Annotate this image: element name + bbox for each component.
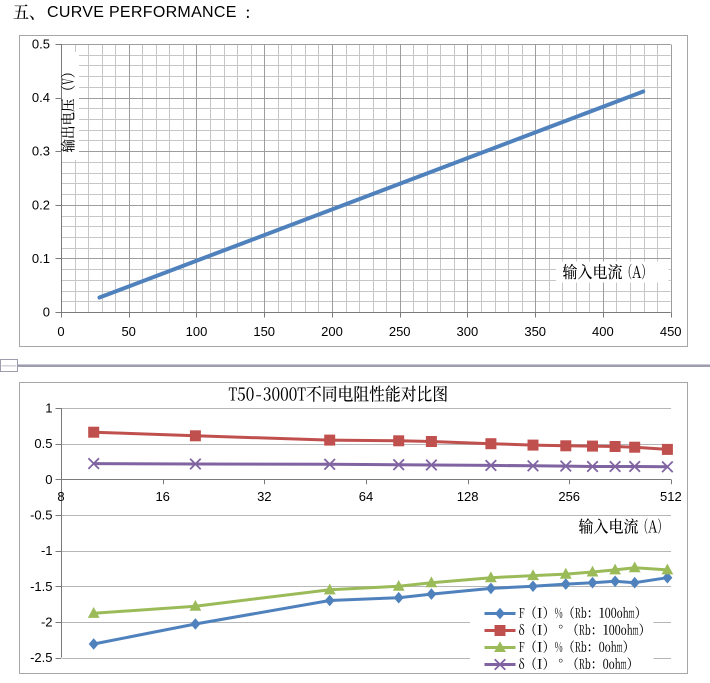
svg-text:250: 250 <box>389 324 411 339</box>
svg-text:32: 32 <box>257 489 271 504</box>
svg-text:512: 512 <box>660 489 682 504</box>
svg-text:450: 450 <box>660 324 682 339</box>
svg-text:0.4: 0.4 <box>32 90 50 105</box>
svg-text:8: 8 <box>57 489 64 504</box>
svg-text:0.2: 0.2 <box>32 197 50 212</box>
svg-text:0.1: 0.1 <box>32 251 50 266</box>
svg-text:256: 256 <box>558 489 580 504</box>
svg-text:100: 100 <box>186 324 208 339</box>
svg-text:400: 400 <box>592 324 614 339</box>
svg-text:0.5: 0.5 <box>34 436 52 451</box>
svg-text:-2.5: -2.5 <box>30 650 52 665</box>
svg-text:0.3: 0.3 <box>32 144 50 159</box>
svg-text:-0.5: -0.5 <box>30 508 52 523</box>
svg-text:-2: -2 <box>41 614 53 629</box>
svg-text:0: 0 <box>45 472 52 487</box>
svg-text:150: 150 <box>253 324 275 339</box>
svg-text:0: 0 <box>57 324 64 339</box>
svg-text:200: 200 <box>321 324 343 339</box>
svg-text:300: 300 <box>457 324 479 339</box>
svg-text:128: 128 <box>457 489 479 504</box>
svg-text:-1.5: -1.5 <box>30 579 52 594</box>
svg-text:50: 50 <box>121 324 135 339</box>
svg-text:16: 16 <box>155 489 169 504</box>
svg-text:-1: -1 <box>41 543 53 558</box>
svg-text:1: 1 <box>45 401 52 416</box>
svg-text:0: 0 <box>43 305 50 320</box>
svg-text:0.5: 0.5 <box>32 37 50 52</box>
svg-text:64: 64 <box>359 489 373 504</box>
svg-text:350: 350 <box>524 324 546 339</box>
